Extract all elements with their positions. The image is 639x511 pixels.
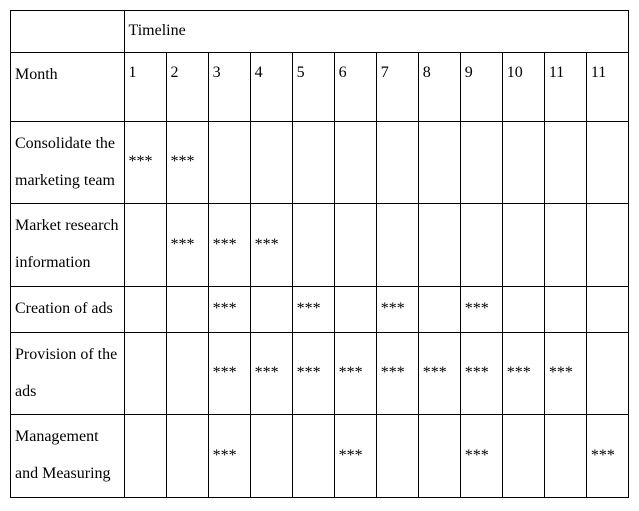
mark-cell bbox=[586, 332, 628, 415]
mark-cell: *** bbox=[208, 332, 250, 415]
row-label: Management and Measuring bbox=[11, 415, 125, 498]
mark-cell: *** bbox=[166, 121, 208, 204]
mark-cell: *** bbox=[334, 332, 376, 415]
mark-cell: *** bbox=[460, 286, 502, 332]
mark-cell bbox=[586, 286, 628, 332]
mark-cell bbox=[292, 121, 334, 204]
mark-cell bbox=[544, 415, 586, 498]
mark-cell bbox=[418, 286, 460, 332]
mark-cell bbox=[544, 121, 586, 204]
mark-cell bbox=[418, 415, 460, 498]
mark-cell bbox=[334, 286, 376, 332]
timeline-table: TimelineMonth123456789101111Consolidate … bbox=[10, 10, 629, 498]
empty-corner-cell bbox=[11, 11, 125, 53]
mark-cell bbox=[292, 415, 334, 498]
row-label: Consolidate the marketing team bbox=[11, 121, 125, 204]
mark-cell: *** bbox=[460, 415, 502, 498]
mark-cell bbox=[376, 204, 418, 287]
mark-cell bbox=[502, 286, 544, 332]
mark-cell: *** bbox=[250, 332, 292, 415]
mark-cell bbox=[124, 415, 166, 498]
mark-cell bbox=[502, 415, 544, 498]
mark-cell: *** bbox=[292, 332, 334, 415]
month-column-header: 2 bbox=[166, 52, 208, 121]
mark-cell: *** bbox=[502, 332, 544, 415]
mark-cell bbox=[250, 121, 292, 204]
mark-cell: *** bbox=[460, 332, 502, 415]
mark-cell bbox=[460, 121, 502, 204]
table-row: Provision of the ads********************… bbox=[11, 332, 629, 415]
mark-cell bbox=[460, 204, 502, 287]
month-column-header: 4 bbox=[250, 52, 292, 121]
mark-cell: *** bbox=[208, 204, 250, 287]
mark-cell bbox=[166, 286, 208, 332]
mark-cell bbox=[544, 204, 586, 287]
mark-cell bbox=[544, 286, 586, 332]
month-column-header: 5 bbox=[292, 52, 334, 121]
mark-cell bbox=[124, 332, 166, 415]
mark-cell: *** bbox=[376, 286, 418, 332]
header-row-timeline: Timeline bbox=[11, 11, 629, 53]
mark-cell bbox=[376, 415, 418, 498]
mark-cell: *** bbox=[166, 204, 208, 287]
mark-cell bbox=[334, 121, 376, 204]
mark-cell: *** bbox=[292, 286, 334, 332]
mark-cell bbox=[124, 286, 166, 332]
mark-cell: *** bbox=[124, 121, 166, 204]
mark-cell bbox=[124, 204, 166, 287]
month-column-header: 11 bbox=[586, 52, 628, 121]
month-label-cell: Month bbox=[11, 52, 125, 121]
mark-cell bbox=[208, 121, 250, 204]
mark-cell bbox=[418, 121, 460, 204]
mark-cell bbox=[166, 332, 208, 415]
month-column-header: 9 bbox=[460, 52, 502, 121]
mark-cell: *** bbox=[208, 286, 250, 332]
month-column-header: 6 bbox=[334, 52, 376, 121]
timeline-header: Timeline bbox=[124, 11, 629, 53]
mark-cell bbox=[292, 204, 334, 287]
mark-cell bbox=[376, 121, 418, 204]
mark-cell: *** bbox=[544, 332, 586, 415]
month-column-header: 10 bbox=[502, 52, 544, 121]
mark-cell: *** bbox=[376, 332, 418, 415]
header-row-months: Month123456789101111 bbox=[11, 52, 629, 121]
row-label: Creation of ads bbox=[11, 286, 125, 332]
row-label: Market research information bbox=[11, 204, 125, 287]
mark-cell bbox=[418, 204, 460, 287]
table-body: TimelineMonth123456789101111Consolidate … bbox=[11, 11, 629, 498]
mark-cell bbox=[334, 204, 376, 287]
mark-cell bbox=[586, 121, 628, 204]
month-column-header: 1 bbox=[124, 52, 166, 121]
month-column-header: 8 bbox=[418, 52, 460, 121]
mark-cell: *** bbox=[250, 204, 292, 287]
mark-cell bbox=[250, 415, 292, 498]
month-column-header: 3 bbox=[208, 52, 250, 121]
table-row: Creation of ads *** *** *** *** bbox=[11, 286, 629, 332]
mark-cell: *** bbox=[586, 415, 628, 498]
mark-cell bbox=[502, 121, 544, 204]
mark-cell bbox=[250, 286, 292, 332]
table-row: Consolidate the marketing team****** bbox=[11, 121, 629, 204]
month-column-header: 7 bbox=[376, 52, 418, 121]
mark-cell: *** bbox=[334, 415, 376, 498]
mark-cell: *** bbox=[418, 332, 460, 415]
mark-cell bbox=[502, 204, 544, 287]
table-row: Market research information********* bbox=[11, 204, 629, 287]
month-column-header: 11 bbox=[544, 52, 586, 121]
mark-cell: *** bbox=[208, 415, 250, 498]
row-label: Provision of the ads bbox=[11, 332, 125, 415]
mark-cell bbox=[586, 204, 628, 287]
table-row: Management and Measuring *** *** *** *** bbox=[11, 415, 629, 498]
mark-cell bbox=[166, 415, 208, 498]
